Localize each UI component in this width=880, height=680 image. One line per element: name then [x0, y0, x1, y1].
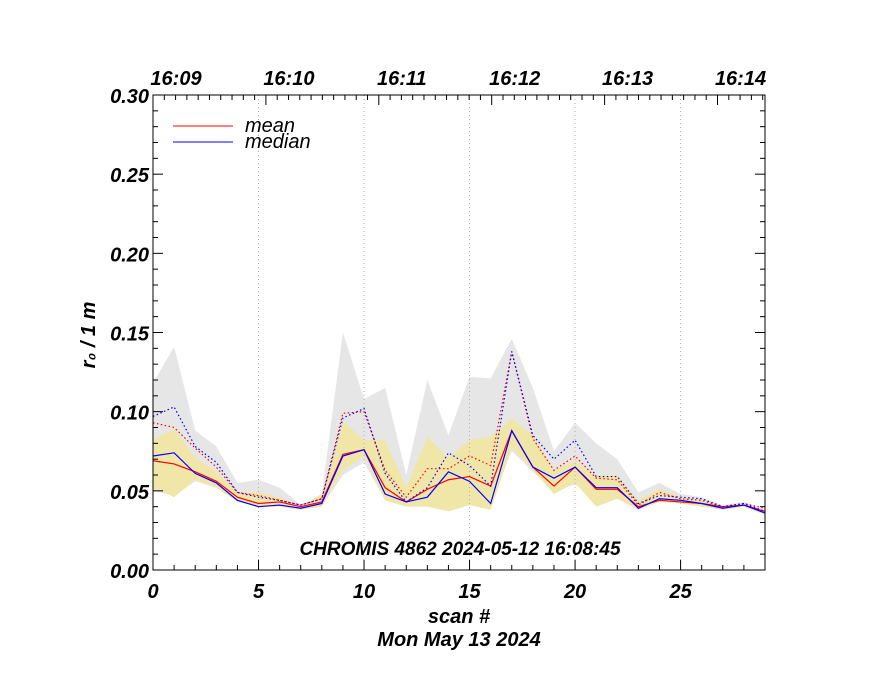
- top-time-label-3: 16:12: [489, 68, 540, 90]
- legend-median-label: median: [245, 131, 311, 153]
- scan-annotation: CHROMIS 4862 2024-05-12 16:08:45: [299, 539, 621, 560]
- y-tick-label-6: 0.30: [110, 86, 149, 108]
- band-spread: [153, 418, 765, 515]
- band-range: [153, 332, 765, 515]
- series-median: [152, 429, 766, 514]
- ticks-layer: [152, 94, 766, 571]
- top-time-label-4: 16:13: [602, 68, 653, 90]
- series-median-upper: [152, 351, 766, 512]
- top-time-label-0: 16:09: [150, 68, 202, 90]
- y-axis-title: r₀ / 1 m: [78, 302, 100, 369]
- x-tick-label-10: 10: [353, 581, 375, 603]
- y-tick-label-5: 0.25: [110, 165, 150, 187]
- top-time-label-2: 16:11: [377, 68, 427, 90]
- x-tick-label-0: 0: [147, 581, 158, 603]
- x-tick-label-25: 25: [668, 581, 692, 603]
- x-tick-label-5: 5: [253, 581, 265, 603]
- labels-layer: 0 5 10 15 20 25 16:09 16:10 16:11 16:12 16:13 16:14…: [110, 68, 766, 603]
- top-time-label-5: 16:14: [715, 68, 766, 90]
- series-layer: [152, 351, 766, 514]
- y-tick-label-2: 0.10: [110, 403, 149, 425]
- y-tick-label-3: 0.15: [110, 324, 150, 346]
- y-tick-label-0: 0.00: [110, 561, 149, 583]
- x-tick-label-15: 15: [458, 581, 481, 603]
- series-mean: [152, 429, 766, 512]
- x-axis-title: scan #: [428, 606, 491, 628]
- y-tick-label-1: 0.05: [110, 482, 150, 504]
- top-time-label-1: 16:10: [263, 68, 314, 90]
- date-subtitle: Mon May 13 2024: [377, 629, 540, 651]
- legend: mean median: [173, 115, 311, 153]
- bands-layer: [153, 332, 765, 515]
- legend-mean-label: mean: [245, 115, 295, 137]
- y-tick-label-4: 0.20: [110, 244, 149, 266]
- x-tick-label-20: 20: [563, 581, 586, 603]
